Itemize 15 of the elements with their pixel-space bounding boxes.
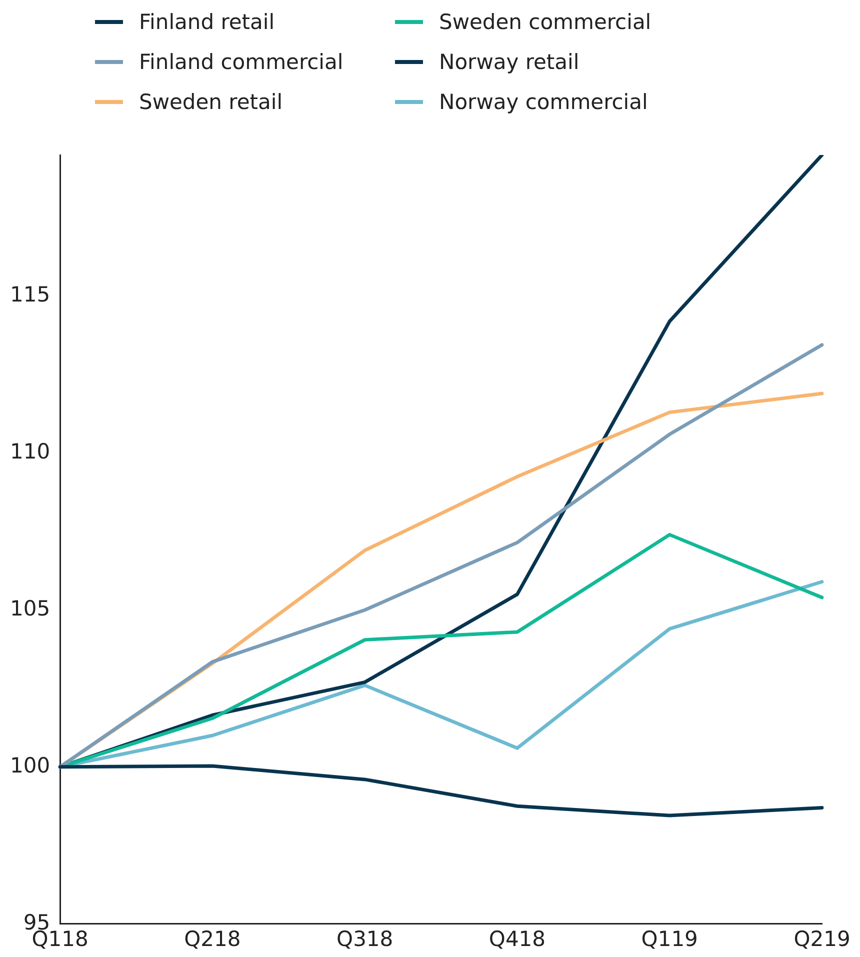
y-tick-label: 105	[10, 596, 50, 620]
y-tick-label: 115	[10, 282, 50, 307]
legend-label: Norway retail	[439, 50, 580, 74]
legend-label: Norway commercial	[439, 90, 648, 114]
legend-label: Sweden commercial	[439, 10, 652, 34]
x-tick-label: Q119	[641, 926, 698, 951]
legend-label: Sweden retail	[139, 90, 283, 114]
legend-label: Finland retail	[139, 10, 275, 34]
x-tick-label: Q219	[794, 926, 850, 951]
y-tick-label: 110	[10, 440, 50, 464]
x-tick-label: Q418	[488, 926, 546, 951]
legend-label: Finland commercial	[139, 50, 344, 74]
x-tick-label: Q318	[336, 926, 394, 951]
x-tick-label: Q218	[184, 926, 241, 951]
y-tick-label: 100	[10, 753, 50, 778]
